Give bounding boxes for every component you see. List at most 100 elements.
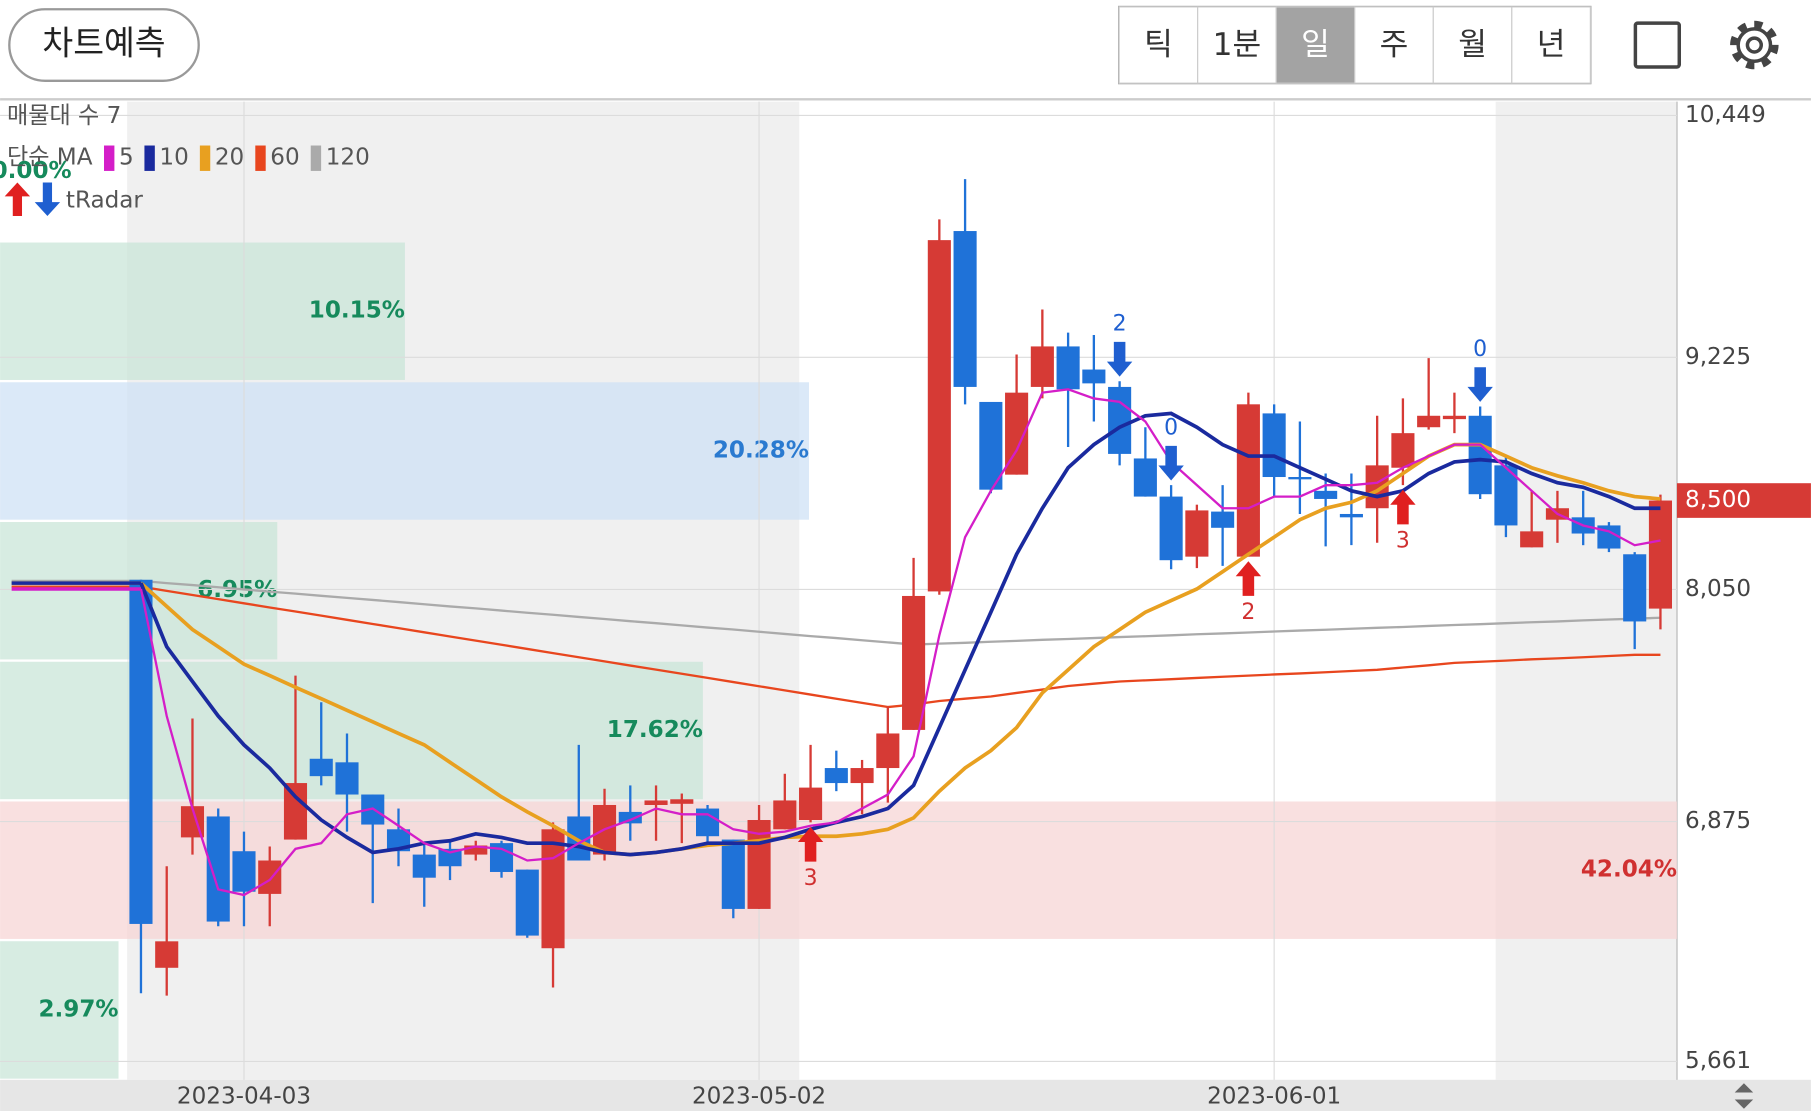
- candle-body: [335, 762, 359, 795]
- candle-body: [902, 595, 926, 730]
- candle-body: [232, 851, 256, 892]
- legend-sell-arrow: [34, 182, 61, 216]
- legend-label: 120: [326, 145, 370, 171]
- ma-line: [139, 388, 1661, 897]
- period-tab[interactable]: [1354, 6, 1434, 84]
- buy-signal-label: 3: [1396, 529, 1410, 554]
- period-tab-label[interactable]: 년: [1537, 27, 1566, 63]
- legend-buy-arrow: [4, 182, 31, 216]
- last-price-box: [1676, 483, 1811, 518]
- candle-body: [283, 783, 308, 840]
- candle-body: [155, 941, 179, 968]
- x-tick-label: 2023-04-03: [177, 1084, 311, 1110]
- gear-hole[interactable]: [1745, 36, 1764, 54]
- scroll-up-icon[interactable]: [1734, 1083, 1754, 1093]
- sell-signal-label: 2: [1113, 312, 1127, 337]
- period-tab[interactable]: [1511, 6, 1591, 84]
- y-tick-label: 6,875: [1685, 808, 1751, 834]
- volume-profile-label: 0.00%: [0, 158, 72, 184]
- sell-arrow: [1467, 367, 1493, 402]
- candle-body: [618, 811, 642, 824]
- period-tab-label[interactable]: 월: [1458, 27, 1487, 63]
- candle-body: [1133, 458, 1157, 497]
- period-tab[interactable]: [1275, 6, 1356, 84]
- volume-profile-bar: [0, 382, 809, 520]
- period-tab[interactable]: [1432, 6, 1513, 84]
- predict-button[interactable]: [8, 8, 200, 82]
- legend-label: 20: [215, 145, 244, 171]
- candle-body: [1417, 415, 1441, 428]
- candle-body: [438, 848, 462, 867]
- y-tick-label: 5,661: [1685, 1048, 1751, 1074]
- candle-body: [309, 758, 333, 777]
- period-tab-label[interactable]: 일: [1301, 27, 1330, 63]
- candle-body: [953, 231, 977, 387]
- volume-profile-label: 17.62%: [607, 717, 703, 743]
- legend-swatch: [104, 145, 115, 171]
- legend-swatch: [144, 145, 155, 171]
- legend-swatch: [255, 145, 266, 171]
- legend-label: 5: [119, 145, 134, 171]
- y-tick-label: 8,050: [1685, 576, 1751, 602]
- sell-signal-label: 0: [1164, 416, 1178, 441]
- y-tick-label: 10,449: [1685, 102, 1766, 128]
- fullscreen-icon[interactable]: [1633, 21, 1682, 69]
- period-tab-label[interactable]: 주: [1380, 27, 1409, 63]
- legend-label: 10: [159, 145, 188, 171]
- candle-body: [1082, 369, 1106, 384]
- gear-teeth[interactable]: [1730, 20, 1779, 70]
- candle-body: [515, 869, 539, 936]
- candle-body: [876, 733, 900, 769]
- volume-profile-label: 20.28%: [713, 437, 809, 463]
- ma-line: [139, 442, 1661, 857]
- candle-body: [412, 854, 436, 878]
- candle-body: [1288, 477, 1312, 480]
- buy-arrow: [1235, 561, 1262, 596]
- period-tab-label[interactable]: 1분: [1213, 27, 1262, 63]
- candle-body: [927, 240, 951, 592]
- candle-body: [1211, 511, 1235, 528]
- legend-label: 60: [270, 145, 299, 171]
- candle-body: [1365, 465, 1389, 509]
- buy-signal-label: 2: [1241, 600, 1255, 625]
- ma-legend-title: 단순 MA: [7, 145, 93, 171]
- volume-profile-label: 42.04%: [1581, 857, 1677, 883]
- legend-swatch: [199, 145, 211, 171]
- candle-body: [644, 800, 668, 805]
- ma-line: [140, 579, 1661, 646]
- candle-body: [721, 839, 745, 909]
- volume-profile-bar: [0, 941, 119, 1079]
- candle-body: [1623, 554, 1647, 622]
- sell-arrow: [1158, 445, 1184, 481]
- y-tick-label: 9,225: [1685, 344, 1751, 370]
- legend-swatch: [310, 145, 322, 171]
- x-tick-label: 2023-05-02: [692, 1084, 826, 1110]
- candle-body: [1468, 415, 1492, 495]
- candle-body: [464, 845, 488, 855]
- candle-body: [1314, 490, 1338, 499]
- candle-body: [773, 800, 797, 830]
- buy-arrow: [797, 826, 824, 862]
- predict-button-label[interactable]: 차트예측: [42, 24, 165, 63]
- gear-ring[interactable]: [1736, 27, 1773, 63]
- period-selector: 틱 1분 일 주 월 년: [1117, 5, 1592, 85]
- candle-body: [670, 799, 694, 804]
- period-tab-label[interactable]: 틱: [1144, 27, 1173, 63]
- scroll-down-icon[interactable]: [1734, 1099, 1754, 1109]
- volume-profile-label: 2.97%: [38, 996, 118, 1022]
- candle-body: [1520, 531, 1544, 548]
- candle-body: [1108, 386, 1132, 454]
- candle-body: [824, 768, 848, 784]
- candle-body: [799, 787, 823, 821]
- candle-body: [1159, 496, 1183, 561]
- settings-icon[interactable]: [1730, 20, 1779, 70]
- candle-body: [129, 579, 153, 924]
- ma-legend: 단순 MA 5 10 20 60 120: [7, 145, 370, 171]
- candle-body: [1005, 392, 1029, 475]
- volume-profile-label: 10.15%: [309, 298, 405, 324]
- signal-legend: tRadar: [66, 187, 144, 213]
- x-axis-band: [0, 1079, 1811, 1111]
- candle-body: [850, 768, 874, 784]
